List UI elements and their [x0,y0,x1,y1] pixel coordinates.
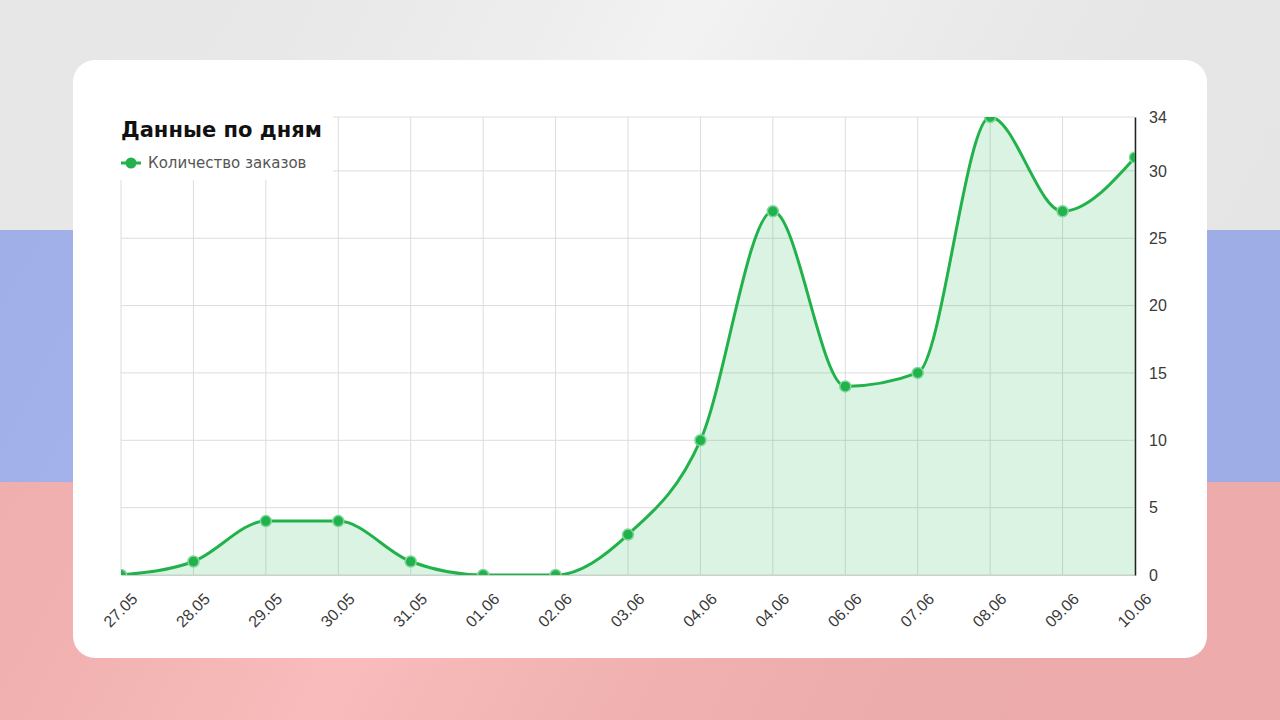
x-tick: 06.06 [825,575,865,630]
x-tick-label: 06.06 [825,590,865,630]
y-tick: 25 [1135,230,1167,247]
y-tick-label: 0 [1149,567,1158,584]
grid-line-x [628,117,629,575]
x-tick: 09.06 [1042,575,1082,630]
point [912,367,923,378]
flag-shade [0,0,1280,720]
area [121,117,1135,575]
x-tick-label: 09.06 [1042,590,1082,630]
x-tick-label: 10.06 [1114,590,1154,630]
title: Данные по дням [121,118,322,142]
x-tick-label: 04.06 [680,590,720,630]
x-tick: 30.05 [318,575,358,630]
y-tick-label: 5 [1149,499,1158,516]
chart: 27.05 28.05 29.05 30.05 31.05 01.06 02.06 03.06… [0,0,1280,720]
x-tick: 29.05 [245,575,285,630]
legend-label: Количество заказов [148,154,306,172]
plot-marks [121,117,1135,575]
point [767,206,778,217]
point [623,529,634,540]
point [260,516,271,527]
grid-line-x [555,117,556,575]
y-tick-label: 10 [1149,432,1167,449]
legend-background [112,108,333,180]
y-tick-label: 25 [1149,230,1167,247]
y-axis: 0 5 10 15 20 25 30 34 [1135,109,1167,584]
grid-line-x [265,117,266,575]
x-tick-label: 04.06 [752,590,792,630]
point [333,516,344,527]
x-tick: 02.06 [535,575,575,630]
grid-line-x [121,117,122,575]
legend-marker [126,158,137,169]
x-tick-label: 30.05 [318,590,358,630]
x-tick-label: 28.05 [173,590,213,630]
point [1057,206,1068,217]
x-axis-line [122,575,1136,576]
point [121,570,127,576]
x-tick-label: 27.05 [100,590,140,630]
y-tick: 5 [1135,499,1158,516]
grid-line-x [483,117,484,575]
point [695,435,706,446]
point [1130,152,1136,163]
x-axis: 27.05 28.05 29.05 30.05 31.05 01.06 02.06 03.06… [100,575,1154,630]
x-tick: 07.06 [897,575,937,630]
point [985,117,996,123]
x-tick: 03.06 [607,575,647,630]
x-tick: 28.05 [173,575,213,630]
y-tick: 0 [1135,567,1158,584]
legend: Количество заказов [121,154,306,172]
y-tick: 10 [1135,432,1167,449]
background [0,0,1280,720]
x-tick: 31.05 [390,575,430,630]
x-tick: 04.06 [680,575,720,630]
grid-line-x [338,117,339,575]
point [188,556,199,567]
x-tick: 08.06 [969,575,1009,630]
x-tick-label: 31.05 [390,590,430,630]
y-tick: 34 [1135,109,1167,126]
card [73,60,1207,658]
x-tick-label: 02.06 [535,590,575,630]
y-tick-label: 20 [1149,297,1167,314]
x-tick-label: 07.06 [897,590,937,630]
y-tick-label: 30 [1149,163,1167,180]
grid [121,117,1135,575]
y-tick: 15 [1135,365,1167,382]
x-tick-label: 29.05 [245,590,285,630]
y-tick: 30 [1135,163,1167,180]
grid-line-x [193,117,194,575]
point [840,381,851,392]
y-tick-label: 34 [1149,109,1167,126]
line [121,117,1135,575]
x-tick: 04.06 [752,575,792,630]
y-tick-label: 15 [1149,365,1167,382]
point [478,570,489,576]
point [405,556,416,567]
x-tick-label: 03.06 [607,590,647,630]
x-tick-label: 01.06 [462,590,502,630]
x-tick-label: 08.06 [969,590,1009,630]
x-tick: 01.06 [462,575,502,630]
x-tick: 27.05 [100,575,140,630]
point [550,570,561,576]
y-tick: 20 [1135,297,1167,314]
grid-line-x [410,117,411,575]
header: Данные по дням Количество заказов [112,108,333,180]
